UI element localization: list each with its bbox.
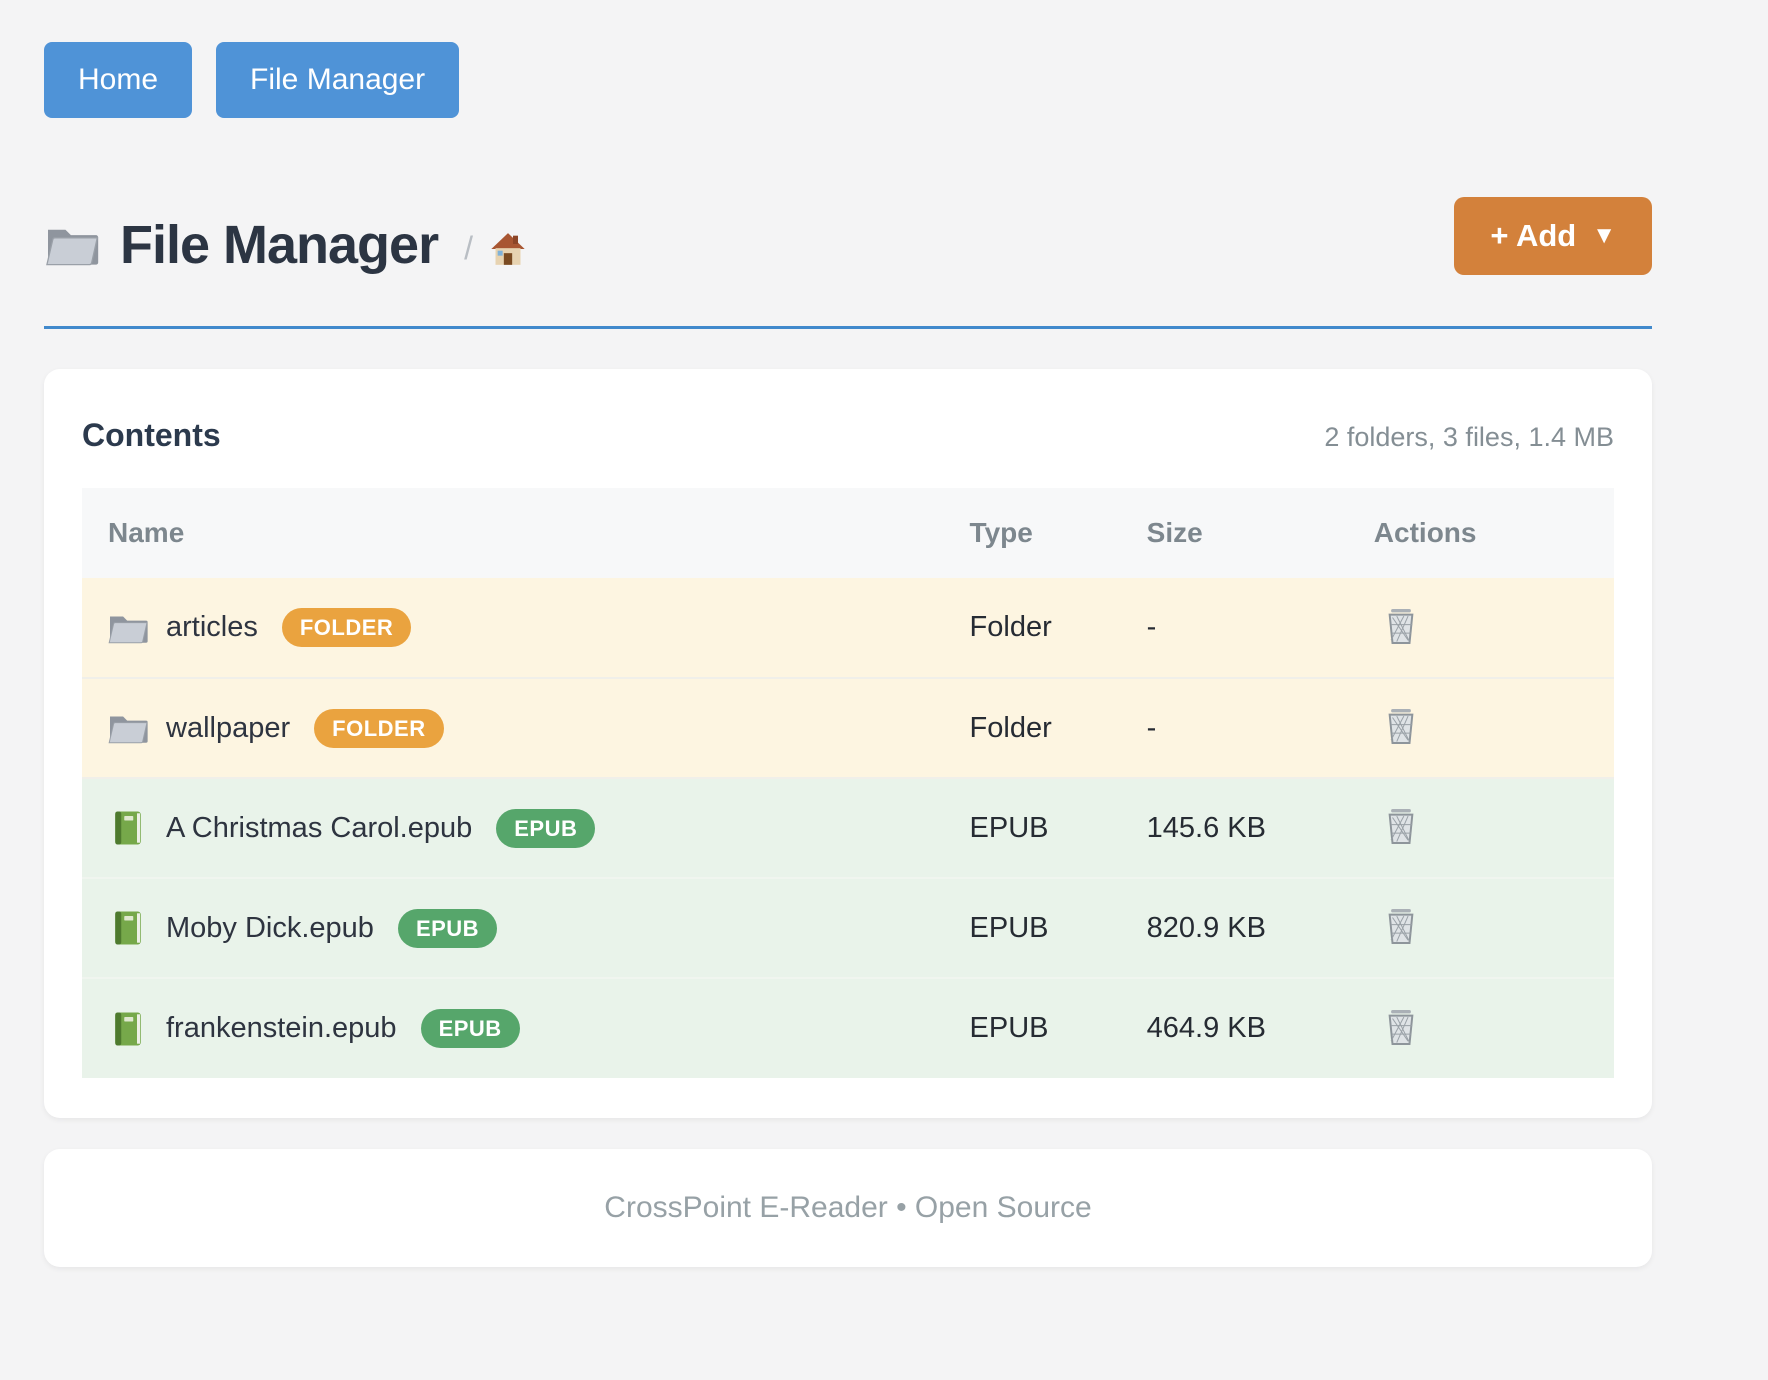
- size-cell: -: [1120, 578, 1348, 678]
- footer-text: CrossPoint E-Reader • Open Source: [604, 1191, 1092, 1224]
- delete-button[interactable]: [1380, 903, 1422, 949]
- delete-button[interactable]: [1380, 603, 1422, 649]
- column-header-type: Type: [943, 488, 1121, 578]
- table-row-wallpaper: wallpaper FOLDER Folder -: [82, 677, 1614, 778]
- contents-card: Contents 2 folders, 3 files, 1.4 MB Name…: [44, 369, 1652, 1118]
- table-row-frankenstein: frankenstein.epub EPUB EPUB 464.9 KB: [82, 977, 1614, 1078]
- folder-icon: [46, 229, 99, 266]
- size-cell: 820.9 KB: [1120, 877, 1348, 978]
- folder-badge: FOLDER: [314, 708, 444, 748]
- trash-icon: [1388, 808, 1414, 844]
- trash-icon: [1388, 708, 1414, 744]
- footer: CrossPoint E-Reader • Open Source: [44, 1149, 1652, 1267]
- add-button-label: + Add: [1490, 218, 1577, 253]
- column-header-size: Size: [1120, 488, 1348, 578]
- type-cell: Folder: [943, 677, 1121, 778]
- contents-title: Contents: [82, 417, 221, 453]
- contents-header: Contents 2 folders, 3 files, 1.4 MB: [82, 417, 1614, 454]
- folder-badge: FOLDER: [281, 608, 412, 647]
- caret-down-icon: ▼: [1592, 222, 1616, 249]
- home-icon[interactable]: [487, 229, 529, 269]
- epub-badge: EPUB: [397, 908, 498, 948]
- table-header-row: Name Type Size Actions: [82, 488, 1614, 578]
- file-name-link[interactable]: frankenstein.epub: [166, 1012, 397, 1044]
- green-book-icon: [115, 911, 141, 945]
- green-book-icon: [115, 1012, 141, 1045]
- page-header: File Manager / + Add ▼: [44, 197, 1652, 276]
- trash-icon: [1388, 1008, 1414, 1045]
- column-header-actions: Actions: [1347, 488, 1614, 578]
- size-cell: -: [1120, 677, 1348, 778]
- home-button[interactable]: Home: [44, 42, 193, 118]
- contents-summary: 2 folders, 3 files, 1.4 MB: [1324, 422, 1614, 452]
- folder-name-link[interactable]: articles: [166, 611, 258, 643]
- column-header-name: Name: [82, 488, 944, 578]
- table-row-moby-dick: Moby Dick.epub EPUB EPUB 820.9 KB: [82, 877, 1614, 978]
- type-cell: Folder: [943, 578, 1121, 678]
- delete-button[interactable]: [1380, 1004, 1422, 1050]
- delete-button[interactable]: [1380, 803, 1422, 849]
- file-name-link[interactable]: A Christmas Carol.epub: [166, 811, 473, 844]
- table-row-articles: articles FOLDER Folder -: [82, 578, 1614, 678]
- folder-icon: [108, 716, 148, 744]
- add-button[interactable]: + Add ▼: [1454, 197, 1652, 275]
- type-cell: EPUB: [943, 977, 1121, 1078]
- page-container: Home File Manager File Manager / + Add ▼…: [44, 0, 1652, 1267]
- file-table: Name Type Size Actions articles FOLDER F…: [82, 488, 1614, 1078]
- size-cell: 464.9 KB: [1120, 977, 1348, 1078]
- delete-button[interactable]: [1380, 703, 1422, 749]
- trash-icon: [1388, 607, 1414, 644]
- green-book-icon: [115, 811, 141, 845]
- title-divider: [44, 326, 1652, 329]
- top-nav: Home File Manager: [44, 0, 1652, 118]
- type-cell: EPUB: [943, 777, 1121, 878]
- epub-badge: EPUB: [496, 808, 596, 848]
- trash-icon: [1388, 908, 1414, 944]
- file-name-link[interactable]: Moby Dick.epub: [166, 911, 374, 944]
- table-row-christmas-carol: A Christmas Carol.epub EPUB EPUB 145.6 K…: [82, 777, 1614, 878]
- folder-name-link[interactable]: wallpaper: [166, 711, 291, 744]
- page-title: File Manager: [120, 215, 439, 275]
- size-cell: 145.6 KB: [1120, 777, 1348, 878]
- breadcrumb-separator: /: [464, 229, 473, 266]
- folder-icon: [108, 615, 148, 643]
- epub-badge: EPUB: [420, 1009, 520, 1048]
- type-cell: EPUB: [943, 877, 1121, 978]
- file-manager-button[interactable]: File Manager: [216, 42, 460, 118]
